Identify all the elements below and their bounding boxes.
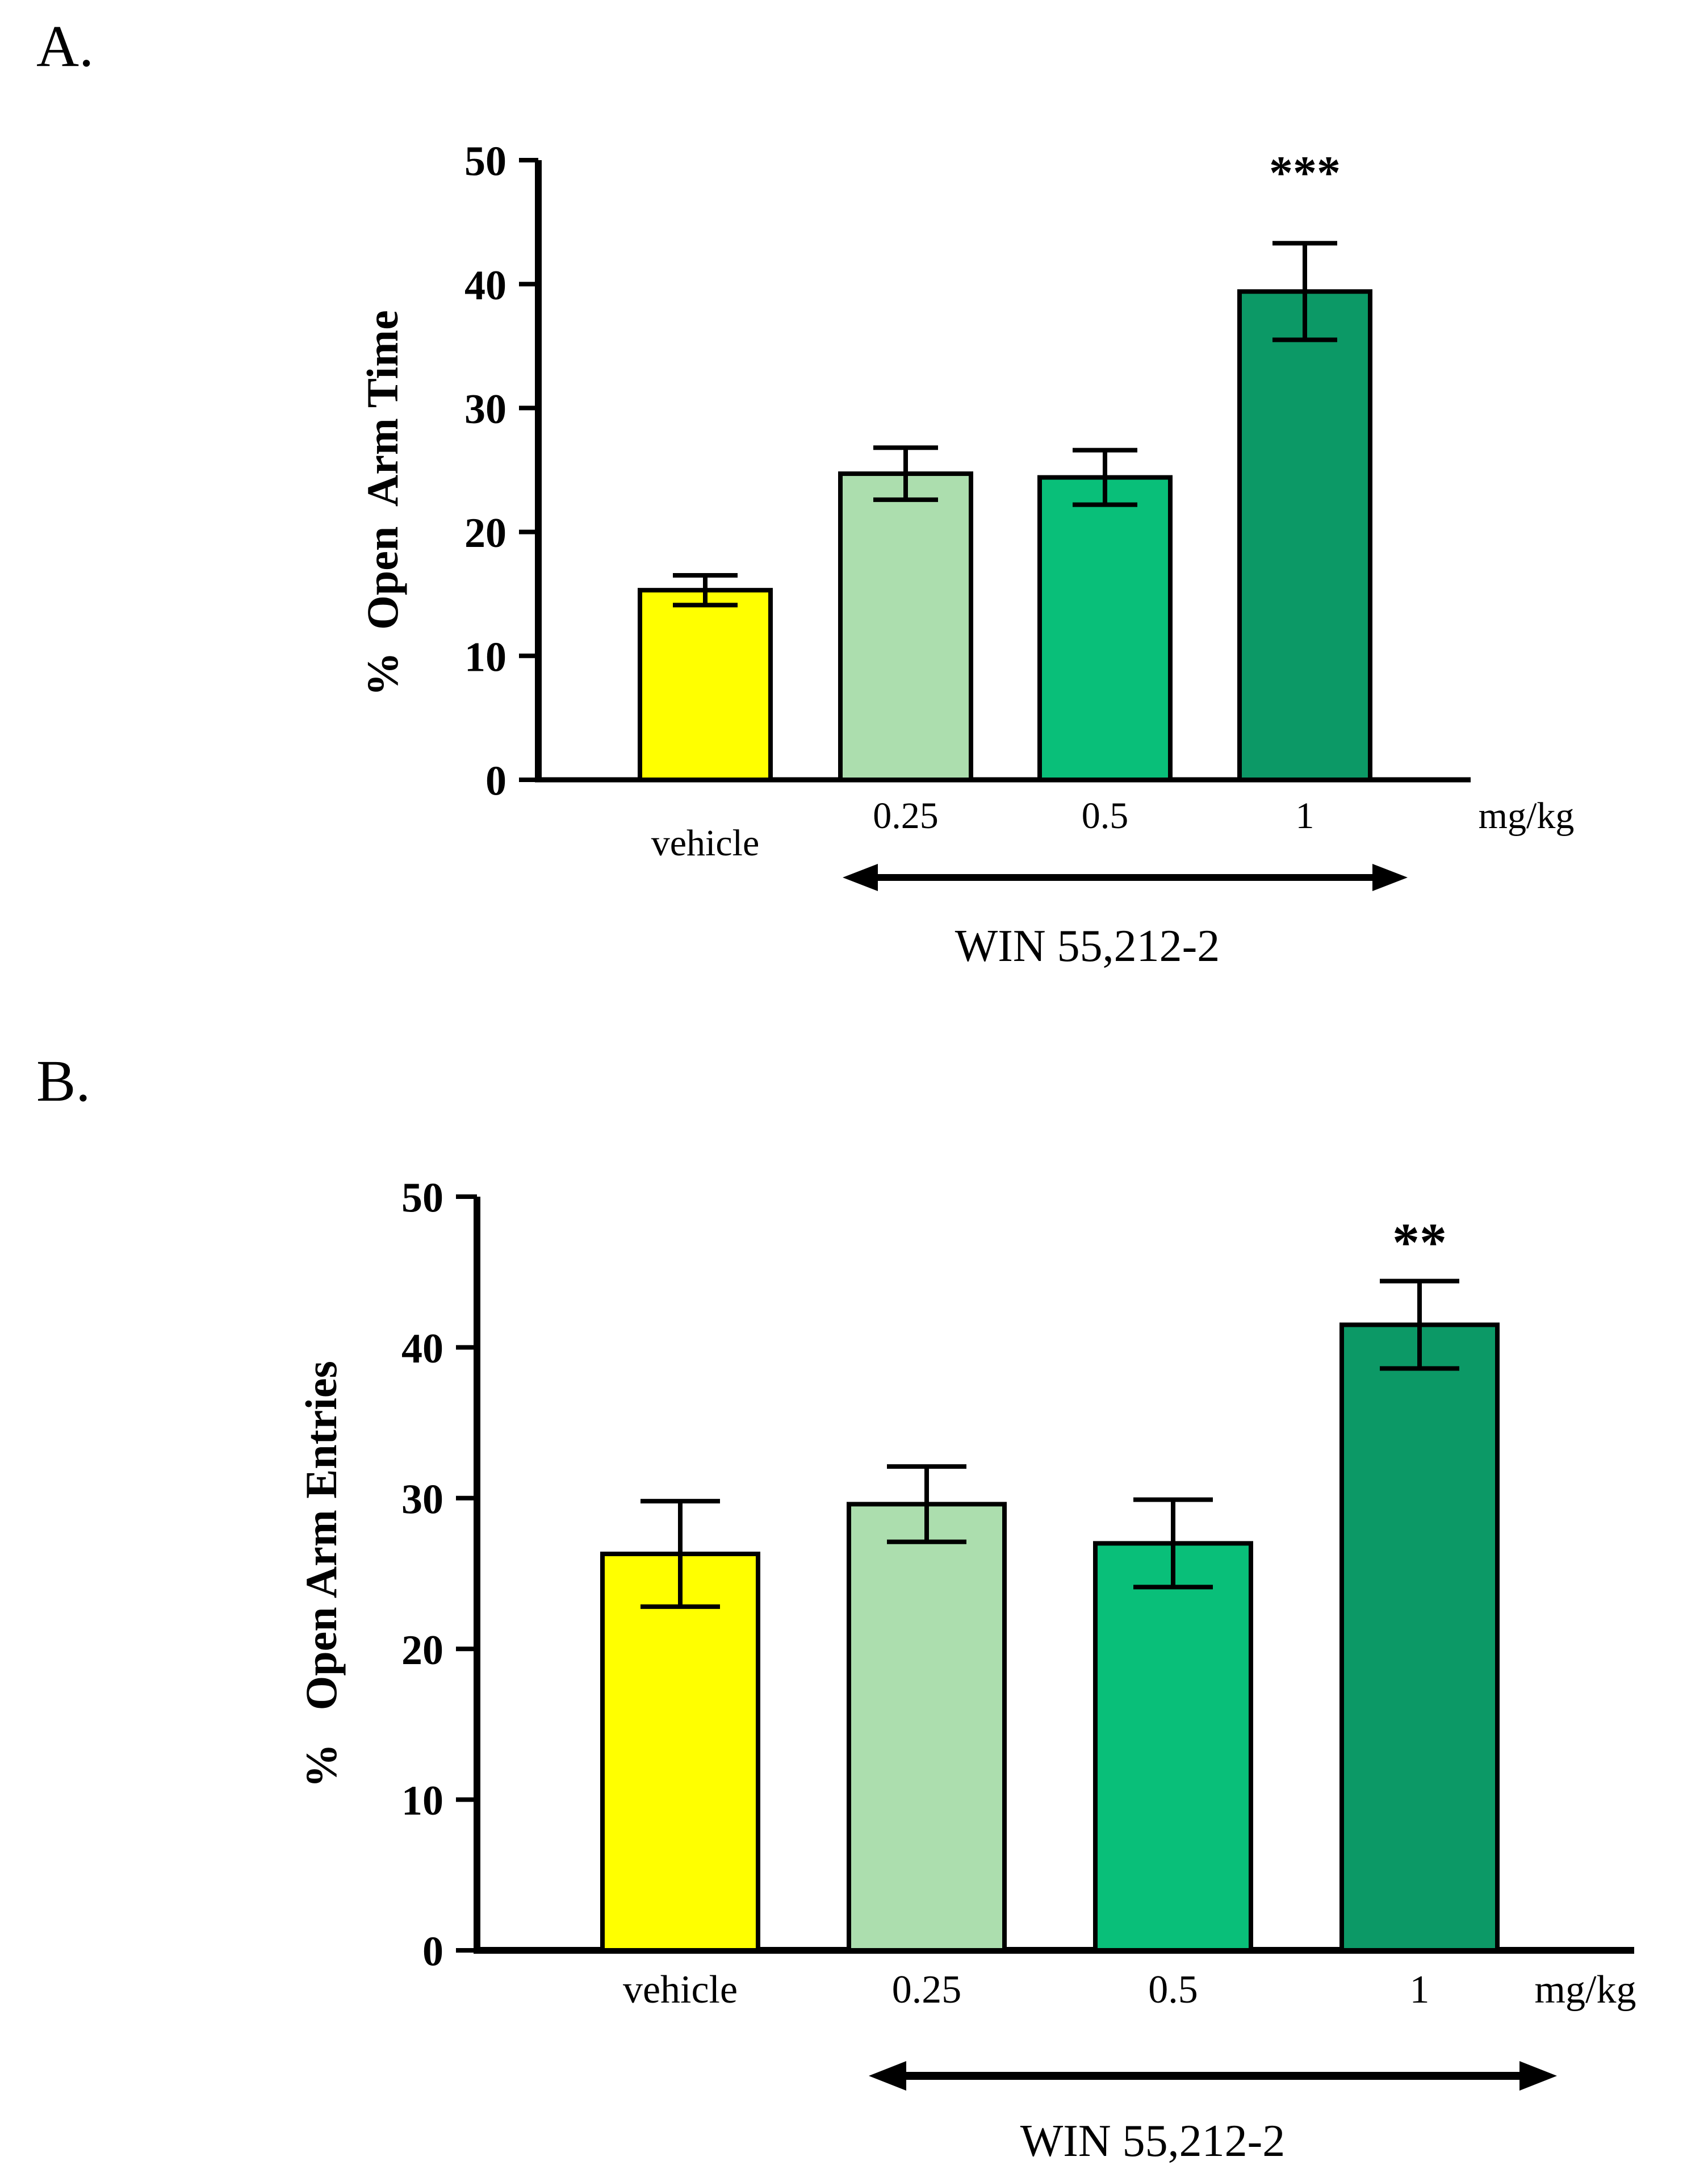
panel-a-x-label-0.25: 0.25 [873, 795, 939, 837]
panel-a-x-label-1: 1 [1296, 795, 1315, 837]
panel-b-x-label-1: 1 [1410, 1968, 1430, 2012]
panel-a-bar-0.25 [838, 471, 973, 782]
panel-b-bar-0.25 [847, 1502, 1007, 1953]
panel-b-bar-vehicle [600, 1551, 760, 1953]
panel-a-drug-name-label: WIN 55,212-2 [955, 921, 1220, 971]
panel-a-y-tick-label-10: 10 [464, 634, 506, 680]
panel-b-y-tick-label-50: 50 [401, 1175, 443, 1222]
panel-b-y-tick-label-20: 20 [401, 1627, 443, 1674]
panel-label-a: A. [36, 14, 94, 79]
panel-b-x-label-vehicle: vehicle [623, 1968, 738, 2012]
panel-b-y-tick-label-0: 0 [422, 1929, 443, 1975]
panel-a-dose-arrow-left-head [843, 864, 878, 891]
panel-a-y-tick-label-20: 20 [464, 510, 506, 557]
panel-label-b: B. [36, 1048, 91, 1114]
panel-a-y-tick-label-30: 30 [464, 386, 506, 433]
panel-b-unit-label: mg/kg [1535, 1968, 1636, 2012]
panel-a-dose-arrow-right-head [1372, 864, 1408, 891]
panel-a-significance-1: *** [1269, 147, 1341, 199]
panel-b-drug-name-label: WIN 55,212-2 [1020, 2116, 1286, 2166]
panel-b-significance-1: ** [1392, 1212, 1447, 1273]
panel-a-bar-vehicle [638, 588, 773, 783]
panel-b-x-label-0.5: 0.5 [1148, 1968, 1198, 2012]
panel-b-y-tick-label-40: 40 [401, 1326, 443, 1372]
panel-a-unit-label: mg/kg [1479, 795, 1575, 837]
panel-a-y-tick-label-40: 40 [464, 262, 506, 309]
panel-a-y-tick-label-0: 0 [485, 758, 506, 805]
panel-a-x-label-vehicle: vehicle [651, 822, 760, 864]
panel-a-bar-1 [1237, 289, 1372, 782]
panel-b-x-label-0.25: 0.25 [892, 1968, 962, 2012]
panel-b-dose-arrow-right-head [1519, 2061, 1557, 2091]
panel-b-dose-arrow-left-head [869, 2061, 906, 2091]
panel-b-bar-0.5 [1093, 1541, 1253, 1953]
panel-a-x-label-0.5: 0.5 [1082, 795, 1129, 837]
panel-a-y-tick-label-50: 50 [464, 139, 506, 185]
panel-a-bar-0.5 [1037, 475, 1173, 782]
panel-b-y-tick-label-10: 10 [401, 1778, 443, 1824]
panel-b-y-tick-label-30: 30 [401, 1476, 443, 1523]
panel-b-bar-1 [1339, 1322, 1500, 1953]
